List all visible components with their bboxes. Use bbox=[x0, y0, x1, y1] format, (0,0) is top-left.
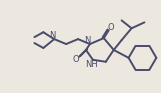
Text: NH: NH bbox=[85, 60, 98, 69]
Text: O: O bbox=[73, 55, 79, 64]
Text: N: N bbox=[49, 31, 55, 40]
Text: N: N bbox=[84, 36, 90, 45]
Text: O: O bbox=[107, 23, 114, 32]
